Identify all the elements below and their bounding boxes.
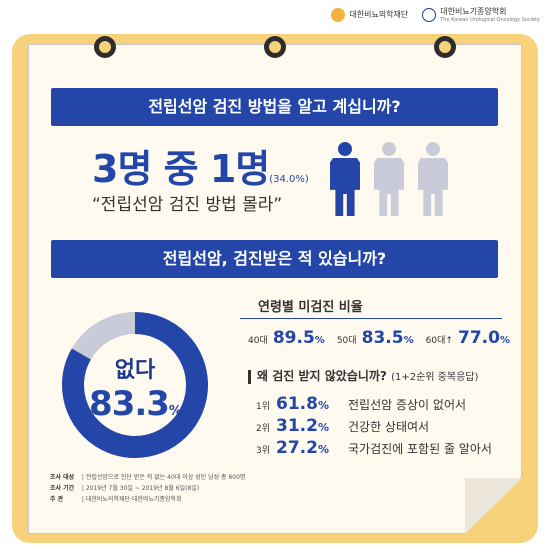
logo-foundation-text: 대한비뇨의학재단 [349,10,409,19]
binder-ring-icon [264,36,286,58]
note-row: 조사 기간 | 2019년 7월 30일 ~ 2019년 8월 6일(8일) [50,485,200,492]
donut-main-arc [62,312,208,458]
logo-society: 대한비뇨기종양학회 The Korean Urological Oncology… [422,6,540,23]
reason-rank: 3위 [256,446,271,456]
reason-rank: 1위 [256,402,271,412]
reason-value-unit: % [317,399,329,412]
age-label: 40대 [248,336,268,346]
why-title: 왜 검진 받지 않았습니까? (1+2순위 중복응답) [248,370,478,384]
age-item: 40대 89.5% [248,328,325,348]
donut-value-number: 83.3 [89,384,170,424]
note-value: 대한비뇨의학재단·대한비뇨기종양학회 [85,496,182,503]
question-banner-1: 전립선암 검진 방법을 알고 계십니까? [51,88,498,126]
age-value-unit: % [403,335,414,346]
people-icons [330,142,448,216]
note-key: 주 관 [50,496,64,503]
society-logo-icon [422,7,437,22]
age-label: 60대↑ [425,336,453,346]
age-value: 83.5% [362,328,414,348]
reason-value-unit: % [317,421,329,434]
reason-text: 건강한 상태여서 [348,420,430,434]
reason-value: 31.2% [276,416,348,436]
age-value-unit: % [314,335,325,346]
age-value-unit: % [499,335,510,346]
foundation-logo-icon [331,7,346,22]
person-icon [418,142,448,216]
reason-value-unit: % [317,443,329,456]
reason-list: 1위 61.8% 전립선암 증상이 없어서 2위 31.2% 건강한 상태여서 3위 27… [256,394,492,460]
person-icon [374,142,404,216]
note-value: 전립선암으로 진단 받은 적 없는 40대 이상 성인 남성 총 600명 [85,474,246,481]
why-title-text: 왜 검진 받지 않았습니까? [257,369,387,383]
age-item: 50대 83.5% [337,328,414,348]
reason-value-number: 27.2 [276,438,318,458]
note-row: 조사 대상 | 전립선암으로 진단 받은 적 없는 40대 이상 성인 남성 총… [50,474,246,481]
age-value-number: 89.5 [272,328,315,348]
reason-item: 2위 31.2% 건강한 상태여서 [256,416,492,438]
age-item: 60대↑ 77.0% [426,328,510,348]
reason-value: 61.8% [276,394,348,414]
reason-item: 3위 27.2% 국가검진에 포함된 줄 알아서 [256,438,492,460]
stat-headline: 3명 중 1명(34.0%) [92,138,309,193]
donut-value: 83.3% [89,384,182,424]
binder-ring-icon [94,36,116,58]
stat-quote: “전립선암 검진 방법 몰라” [92,195,283,215]
reason-rank: 2위 [256,424,271,434]
reason-value-number: 61.8 [276,394,318,414]
logo-foundation: 대한비뇨의학재단 [331,7,409,22]
note-row: 주 관 | 대한비뇨의학재단·대한비뇨기종양학회 [50,496,182,503]
person-highlight-icon [330,142,360,216]
logo-society-name: 대한비뇨기종양학회 [440,7,507,16]
age-value-number: 77.0 [458,328,500,348]
reason-value-number: 31.2 [276,416,318,436]
reason-text: 전립선암 증상이 없어서 [348,398,467,412]
donut-chart [62,312,208,458]
donut-label-text: 없다 [114,358,156,383]
stat-big-text: 3명 중 1명 [92,147,270,191]
age-value: 89.5% [273,328,325,348]
logo-society-text: 대한비뇨기종양학회 The Korean Urological Oncology… [440,6,540,23]
logo-society-en: The Korean Urological Oncology Society [440,17,540,23]
note-value: 2019년 7월 30일 ~ 2019년 8월 6일(8일) [85,485,200,492]
survey-notes: 조사 대상 | 전립선암으로 진단 받은 적 없는 40대 이상 성인 남성 총… [50,472,245,505]
reason-item: 1위 61.8% 전립선암 증상이 없어서 [256,394,492,416]
note-key: 조사 대상 [50,474,75,481]
header-logos: 대한비뇨의학재단 대한비뇨기종양학회 The Korean Urological… [331,6,540,23]
binder-ring-icon [434,36,456,58]
age-value: 77.0% [458,328,510,348]
question-banner-2: 전립선암, 검진받은 적 있습니까? [51,240,498,278]
donut-value-unit: % [168,404,182,419]
why-note: (1+2순위 중복응답) [391,372,479,383]
reason-text: 국가검진에 포함된 줄 알아서 [348,442,492,456]
age-title: 연령별 미검진 비율 [258,300,363,315]
age-divider [240,318,502,319]
age-value-number: 83.5 [361,328,404,348]
age-list: 40대 89.5% 50대 83.5% 60대↑ 77.0% [248,328,510,348]
donut-label: 없다 83.3% [60,352,210,424]
age-label: 50대 [336,336,357,346]
stat-percent: (34.0%) [269,174,309,185]
note-key: 조사 기간 [50,485,75,492]
reason-value: 27.2% [276,438,348,458]
